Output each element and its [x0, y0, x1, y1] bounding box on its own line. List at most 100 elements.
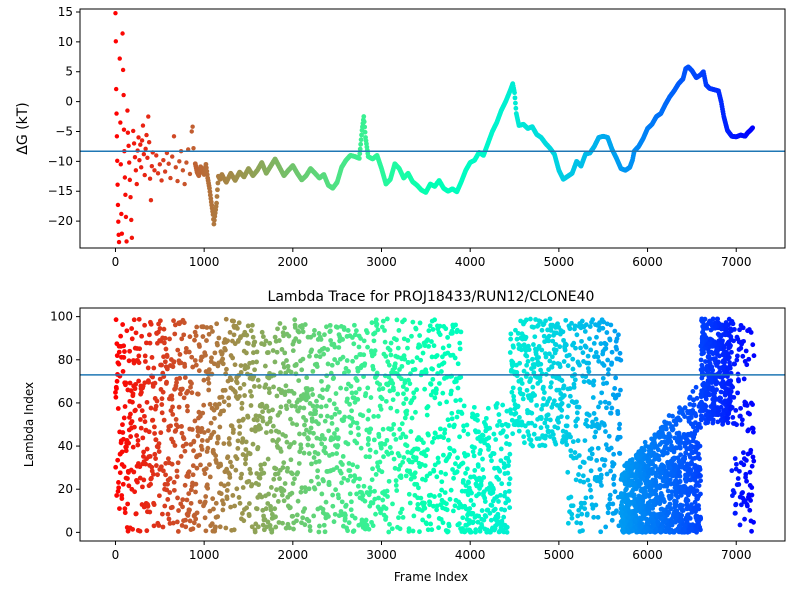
data-point: [420, 350, 426, 356]
data-point: [189, 381, 194, 386]
data-point: [209, 521, 215, 527]
data-point: [322, 445, 328, 450]
data-point: [430, 366, 436, 372]
data-point: [574, 410, 580, 416]
data-point: [185, 388, 191, 394]
data-point: [147, 176, 153, 181]
data-point: [214, 321, 220, 327]
data-point: [561, 393, 567, 398]
data-point: [149, 355, 155, 360]
data-point: [155, 472, 160, 478]
data-point: [331, 519, 337, 525]
data-point: [281, 488, 287, 493]
data-point: [379, 324, 385, 330]
data-point: [128, 195, 133, 200]
data-point: [182, 364, 188, 369]
data-point: [362, 361, 368, 367]
data-point: [566, 352, 572, 358]
data-point: [487, 425, 493, 431]
data-point: [735, 371, 741, 377]
data-point: [136, 353, 142, 359]
data-point: [260, 334, 266, 340]
data-point: [161, 326, 167, 332]
data-point: [298, 442, 304, 448]
data-point: [694, 488, 700, 494]
data-point: [502, 507, 508, 513]
data-point: [148, 405, 154, 411]
data-point: [149, 464, 155, 470]
data-point: [559, 401, 565, 406]
data-point: [358, 137, 364, 143]
data-point: [464, 466, 470, 472]
data-point: [372, 348, 378, 354]
data-point: [570, 356, 576, 362]
data-point: [572, 323, 578, 329]
data-point: [744, 503, 750, 509]
data-point: [518, 343, 523, 349]
data-point: [281, 460, 287, 466]
data-point: [318, 404, 324, 410]
data-point: [425, 337, 431, 343]
data-point: [506, 498, 512, 503]
data-point: [352, 332, 358, 338]
data-point: [515, 418, 521, 424]
data-point: [327, 322, 333, 328]
data-point: [228, 504, 234, 510]
data-point: [301, 431, 307, 437]
data-point: [499, 481, 505, 487]
data-point: [214, 440, 220, 446]
lambda-points: [113, 316, 757, 535]
data-point: [351, 528, 357, 534]
data-point: [525, 358, 531, 364]
data-point: [136, 135, 141, 140]
data-point: [570, 439, 576, 445]
data-point: [750, 125, 756, 131]
data-point: [482, 499, 488, 504]
data-point: [349, 408, 354, 414]
data-point: [132, 489, 138, 495]
data-point: [434, 507, 440, 513]
data-point: [339, 499, 345, 505]
data-point: [174, 519, 180, 525]
data-point: [333, 391, 339, 396]
data-point: [458, 329, 464, 335]
data-point: [159, 511, 165, 517]
data-point: [251, 384, 257, 389]
data-point: [267, 340, 273, 346]
data-point: [538, 319, 543, 324]
data-point: [431, 503, 436, 509]
data-point: [289, 490, 295, 496]
data-point: [520, 396, 526, 402]
data-point: [346, 461, 352, 466]
data-point: [426, 343, 432, 349]
data-point: [141, 151, 147, 157]
data-point: [234, 456, 240, 462]
data-point: [129, 326, 135, 331]
data-point: [220, 356, 226, 362]
data-point: [319, 378, 324, 384]
data-point: [504, 524, 510, 530]
data-point: [568, 434, 573, 440]
data-point: [516, 428, 522, 434]
data-point: [175, 347, 181, 353]
data-point: [113, 39, 119, 44]
data-point: [387, 388, 393, 394]
data-point: [746, 356, 752, 362]
data-point: [205, 428, 211, 434]
data-point: [173, 428, 179, 433]
data-point: [175, 495, 180, 501]
data-point: [590, 395, 596, 400]
data-point: [376, 434, 382, 439]
data-point: [193, 333, 199, 339]
data-point: [504, 408, 510, 414]
data-point: [161, 157, 166, 163]
data-point: [127, 348, 133, 354]
data-point: [205, 485, 211, 491]
data-point: [193, 481, 199, 487]
data-point: [506, 458, 512, 464]
data-point: [331, 375, 337, 381]
data-point: [230, 493, 236, 498]
y-tick-label: −15: [48, 184, 73, 198]
data-point: [563, 317, 569, 323]
data-point: [517, 360, 523, 366]
